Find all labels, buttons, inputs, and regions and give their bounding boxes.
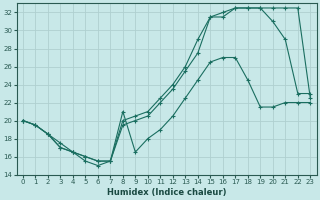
X-axis label: Humidex (Indice chaleur): Humidex (Indice chaleur) xyxy=(107,188,226,197)
